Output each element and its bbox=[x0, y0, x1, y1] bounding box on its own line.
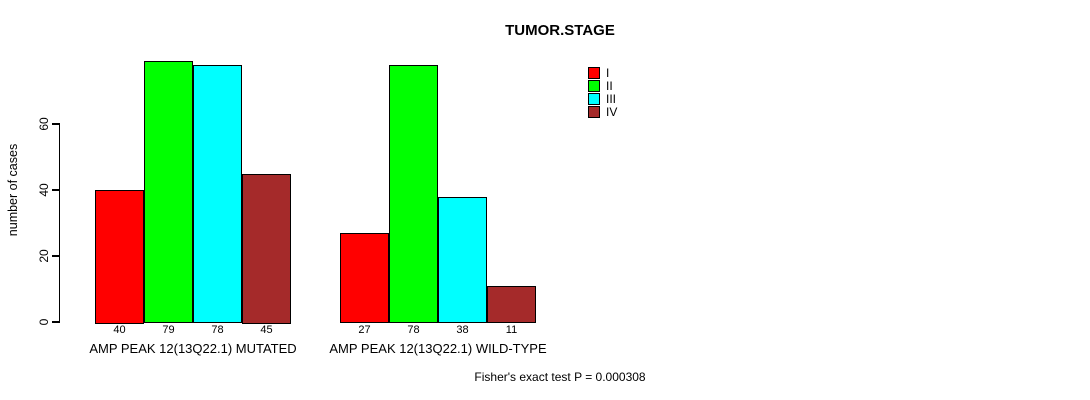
legend-label: II bbox=[606, 79, 613, 93]
legend-swatch-icon bbox=[588, 106, 600, 118]
footnote-annotation: Fisher's exact test P = 0.000308 bbox=[474, 370, 646, 384]
bar-stage-III-category-1 bbox=[438, 196, 487, 324]
bar-value-label: 40 bbox=[113, 324, 126, 336]
x-axis-category-label: AMP PEAK 12(13Q22.1) WILD-TYPE bbox=[329, 341, 547, 356]
bar-value-label: 45 bbox=[260, 324, 273, 336]
bar-stage-IV-category-1 bbox=[487, 285, 536, 324]
y-axis-label: number of cases bbox=[6, 143, 20, 237]
y-axis-tick bbox=[52, 123, 60, 125]
legend-label: I bbox=[606, 66, 610, 80]
y-axis-tick bbox=[52, 255, 60, 257]
bar-stage-I-category-1 bbox=[340, 232, 389, 324]
bar-value-label: 27 bbox=[358, 324, 371, 336]
y-axis-tick-label: 60 bbox=[37, 117, 51, 131]
chart-title: TUMOR.STAGE bbox=[505, 22, 615, 39]
legend-swatch-icon bbox=[588, 80, 600, 92]
bar-value-label: 79 bbox=[162, 324, 175, 336]
legend-item-III: III bbox=[588, 93, 616, 105]
bar-value-label: 11 bbox=[505, 324, 518, 336]
legend-label: III bbox=[606, 92, 617, 106]
legend-item-II: II bbox=[588, 80, 613, 92]
y-axis-tick bbox=[52, 189, 60, 191]
bar-stage-IV-category-0 bbox=[242, 173, 291, 324]
y-axis-tick-label: 20 bbox=[37, 249, 51, 263]
legend-item-I: I bbox=[588, 67, 609, 79]
bar-stage-II-category-0 bbox=[144, 61, 193, 324]
y-axis-tick-label: 40 bbox=[37, 183, 51, 197]
bar-value-label: 38 bbox=[456, 324, 469, 336]
bar-stage-II-category-1 bbox=[389, 64, 438, 324]
bar-value-label: 78 bbox=[407, 324, 420, 336]
x-axis-category-label: AMP PEAK 12(13Q22.1) MUTATED bbox=[89, 341, 297, 356]
legend-swatch-icon bbox=[588, 67, 600, 79]
y-axis-line bbox=[58, 123, 60, 322]
legend-item-IV: IV bbox=[588, 106, 617, 118]
bar-stage-III-category-0 bbox=[193, 64, 242, 324]
legend-label: IV bbox=[606, 105, 618, 119]
y-axis-tick bbox=[52, 321, 60, 323]
y-axis-tick-label: 0 bbox=[37, 318, 51, 326]
bar-value-label: 78 bbox=[211, 324, 224, 336]
legend-swatch-icon bbox=[588, 93, 600, 105]
bar-stage-I-category-0 bbox=[95, 190, 144, 324]
